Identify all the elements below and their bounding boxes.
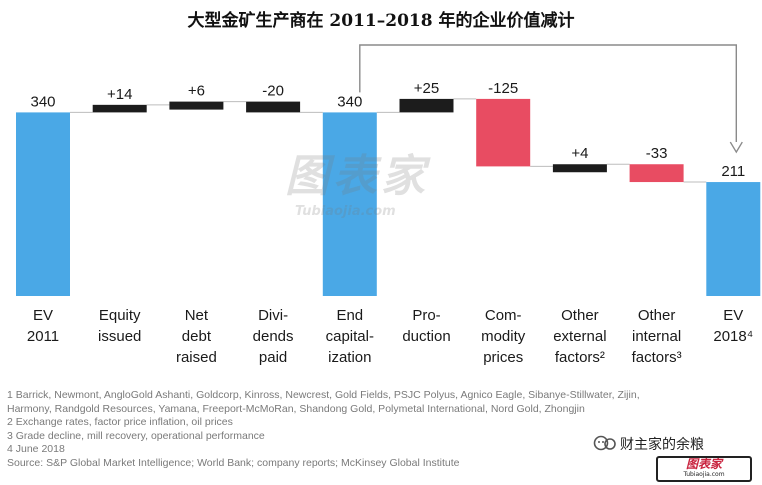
bar [322,112,377,297]
category-label: capital- [326,328,374,345]
category-label: dends [253,328,294,345]
bar [629,164,684,183]
bar [92,104,147,113]
value-label: +25 [414,80,439,97]
brand-logo-text: 图表家 [685,457,722,471]
value-label: +6 [188,83,205,100]
bar [476,98,531,167]
category-label: factors³ [632,349,682,366]
footnote-4: 4 June 2018 [7,443,65,456]
source-note: Source: S&P Global Market Intelligence; … [7,456,460,469]
category-label: 2011 [27,328,59,345]
wechat-icon [593,435,616,451]
comparison-arrow-head [729,141,743,154]
category-label: issued [98,328,141,345]
footnote-2: 2 Exchange rates, factor price inflation… [7,416,233,429]
brand-logo: 图表家 Tubiaojia.com [656,456,752,482]
waterfall-chart: 340 EV 2011 +14 Equity issued +6 Net debt raised -… [16,44,761,366]
category-label: Other [638,307,676,324]
category-label: EV [723,307,743,324]
category-label: modity [481,328,526,345]
category-label: Com- [485,307,522,324]
category-label: debt [182,328,212,345]
category-label: Pro- [412,307,440,324]
category-label: Equity [99,307,141,324]
category-label: Net [185,307,209,324]
value-label: 340 [30,93,55,110]
comparison-arrow-line [359,44,737,143]
category-label: external [553,328,606,345]
category-label: prices [483,349,523,366]
value-label: 211 [721,163,745,180]
footnote-1-cont: Harmony, Randgold Resources, Yamana, Fre… [7,402,585,415]
bar [16,112,70,297]
category-label: factors² [555,349,605,366]
value-label: 340 [337,93,362,110]
bar [552,164,607,173]
value-label: -33 [646,145,668,162]
bar [399,98,454,113]
category-label: Other [561,307,599,324]
value-label: +4 [571,145,588,162]
category-label: ization [328,349,371,366]
chart-title: 大型金矿生产商在 2011–2018 年的企业价值减计 [187,11,575,31]
bar [706,182,761,296]
category-label: internal [632,328,681,345]
bar [169,101,224,110]
category-label: Divi- [258,307,288,324]
brand-logo-url: Tubiaojia.com [683,471,725,478]
footnote-3: 3 Grade decline, mill recovery, operatio… [7,429,265,442]
category-label: End [336,307,363,324]
footnote-1: 1 Barrick, Newmont, AngloGold Ashanti, G… [7,389,640,401]
value-label: -125 [488,80,518,97]
brand-badge: 财主家的余粮 图表家 Tubiaojia.com [590,432,760,482]
category-label: 2018⁴ [713,328,753,345]
category-label: paid [259,349,287,366]
category-label: raised [176,349,217,366]
footnotes: 1 Barrick, Newmont, AngloGold Ashanti, G… [7,389,640,471]
value-label: +14 [107,86,132,103]
account-name: 财主家的余粮 [620,437,704,453]
bar [246,101,301,113]
category-label: EV [33,307,53,324]
value-label: -20 [262,83,284,100]
category-label: duction [402,328,450,345]
